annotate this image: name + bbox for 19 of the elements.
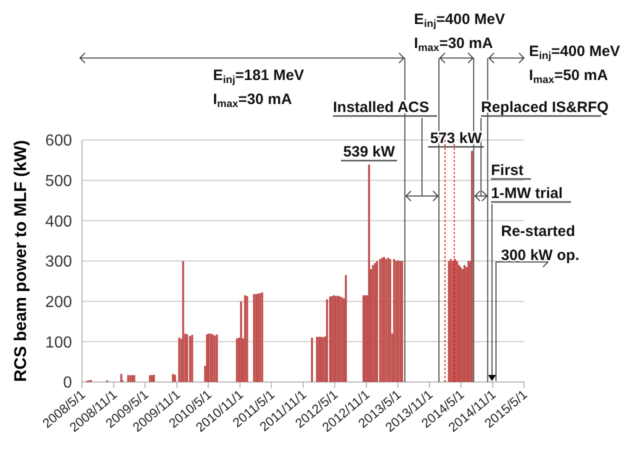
y-tick-label: 500 <box>45 172 72 190</box>
y-tick-label: 0 <box>63 374 72 392</box>
y-tick-label: 100 <box>45 334 72 352</box>
annotation: 539 kW <box>343 144 396 161</box>
text: E$_{inj}$=400 MeV <box>529 43 620 62</box>
text: I$_{max}$=50 mA <box>529 67 608 86</box>
y-tick-label: 600 <box>45 132 72 150</box>
annotation: Re-started <box>501 223 576 240</box>
y-tick-label: 400 <box>45 213 72 230</box>
text: E$_{inj}$=400 MeV <box>414 11 506 30</box>
text: I$_{max}$=30 mA <box>213 91 292 110</box>
text: I$_{max}$=30 mA <box>414 35 494 54</box>
annotation: 1-MW trial <box>491 185 563 202</box>
y-tick-label: 300 <box>45 254 72 271</box>
annotation: 300 kW op. <box>501 247 580 264</box>
text: E$_{inj}$=181 MeV <box>213 67 304 86</box>
annotation: First <box>491 162 524 179</box>
y-axis-title: RCS beam power to MLF (kW) <box>11 140 30 382</box>
y-tick-label: 200 <box>45 294 72 311</box>
